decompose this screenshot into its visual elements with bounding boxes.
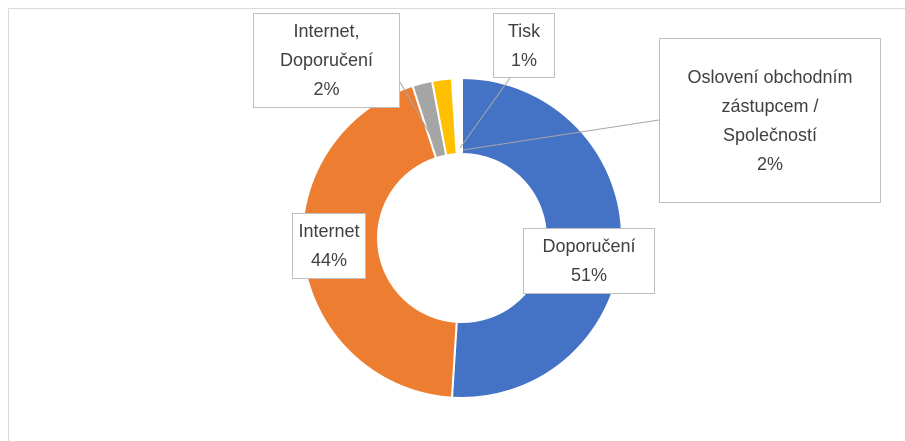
donut-slice [450,76,463,156]
label-category: Tisk [507,20,541,41]
label-value: 1% [510,49,537,70]
label-category: Internet [298,221,360,241]
slices [301,76,624,399]
label-category: Doporučení [542,236,636,256]
data-label: Doporučení 51% [523,228,655,294]
data-label: Internet, Doporučení 2% [253,13,400,108]
label-value: 2% [313,79,340,99]
data-label: Internet 44% [292,213,366,279]
label-value: 51% [570,265,608,285]
leader-lines [399,77,660,151]
label-category: Oslovení obchodním zástupcem / Společnos… [687,66,853,145]
donut-slice [450,76,624,399]
label-value: 2% [756,153,783,174]
leader-line [462,119,660,151]
leader-line [399,81,439,149]
label-category: Internet, Doporučení [279,21,374,70]
data-label: Tisk 1% [493,13,555,78]
leader-line [459,77,511,149]
data-label: Oslovení obchodním zástupcem / Společnos… [659,38,881,203]
label-value: 44% [310,250,348,270]
